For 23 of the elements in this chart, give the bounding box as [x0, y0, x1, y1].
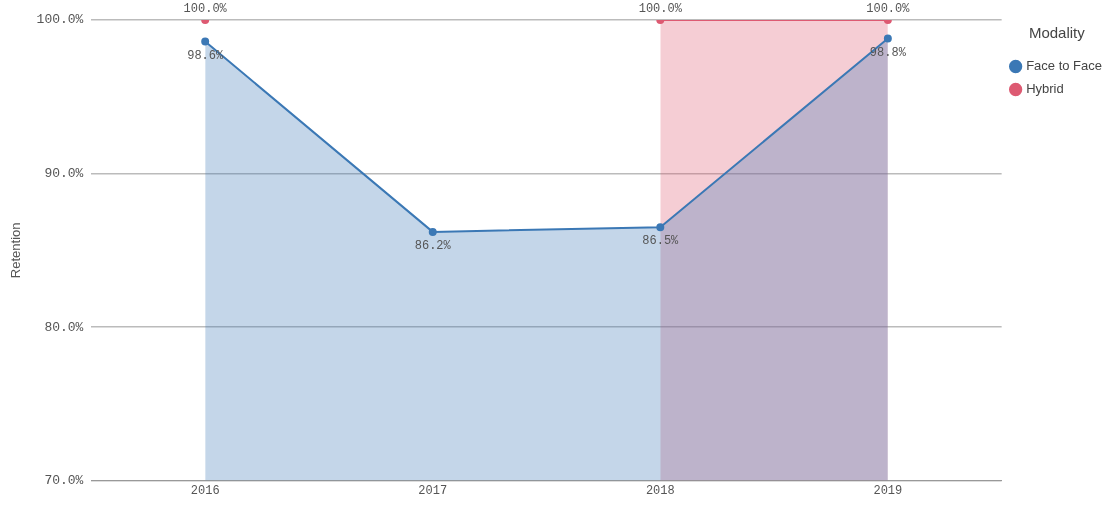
- x-tick-label: 2018: [645, 483, 675, 498]
- data-label: 98.8%: [869, 45, 907, 60]
- data-label: 86.5%: [642, 234, 680, 249]
- y-tick-label: 100.0%: [36, 12, 84, 28]
- y-axis-title: Retention: [8, 222, 24, 279]
- point: [883, 34, 892, 43]
- data-label: 100.0%: [638, 2, 683, 17]
- point: [656, 223, 665, 232]
- legend-label: Hybrid: [1026, 81, 1064, 97]
- point: [428, 227, 437, 236]
- point: [201, 37, 210, 46]
- data-label: 100.0%: [866, 2, 911, 17]
- x-tick-label: 2017: [418, 483, 448, 498]
- y-tick-label: 90.0%: [44, 165, 84, 181]
- legend-title: Modality: [1028, 23, 1086, 41]
- data-label: 98.6%: [187, 48, 224, 63]
- data-label: 86.2%: [414, 239, 452, 254]
- legend-label: Face to Face: [1026, 58, 1103, 74]
- data-label: 100.0%: [183, 2, 228, 17]
- x-tick-label: 2016: [190, 483, 220, 498]
- y-tick-label: 70.0%: [44, 473, 84, 489]
- x-tick-label: 2019: [873, 483, 903, 498]
- y-tick-label: 80.0%: [44, 319, 84, 335]
